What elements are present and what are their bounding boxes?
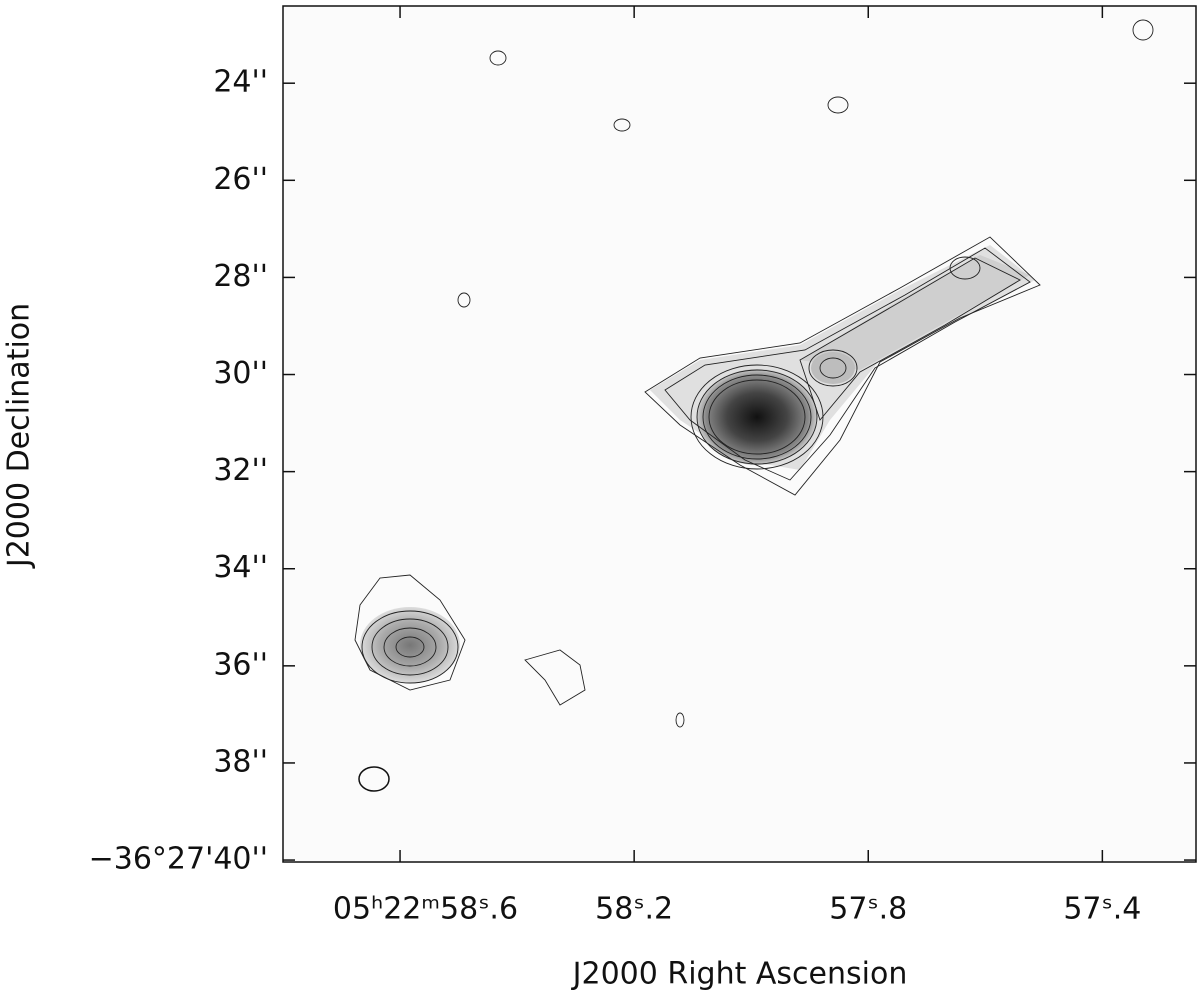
- x-tick-label: 57ˢ.4: [1063, 892, 1141, 927]
- y-tick-label: 28'': [213, 259, 268, 294]
- plot-frame: [282, 5, 1197, 863]
- x-axis-title: J2000 Right Ascension: [571, 957, 908, 992]
- y-tick-label: 38'': [213, 744, 268, 779]
- contours: [354, 19, 1154, 728]
- x-tick-label: 05ʰ22ᵐ58ˢ.6: [333, 892, 518, 927]
- y-tick-label: 32'': [213, 453, 268, 488]
- x-tick-label: 58ˢ.2: [595, 892, 673, 927]
- y-tick-label: −36°27'40'': [89, 842, 268, 877]
- x-tick-label: 57ˢ.8: [829, 892, 907, 927]
- y-tick-label: 26'': [213, 162, 268, 197]
- y-tick-label: 34'': [213, 550, 268, 585]
- y-tick-label: 36'': [213, 647, 268, 682]
- y-tick-label: 30'': [213, 356, 268, 391]
- y-tick-label: 24'': [213, 65, 268, 100]
- sky-image: [283, 6, 1196, 862]
- beam: [358, 766, 390, 792]
- y-axis-title: J2000 Declination: [2, 303, 37, 569]
